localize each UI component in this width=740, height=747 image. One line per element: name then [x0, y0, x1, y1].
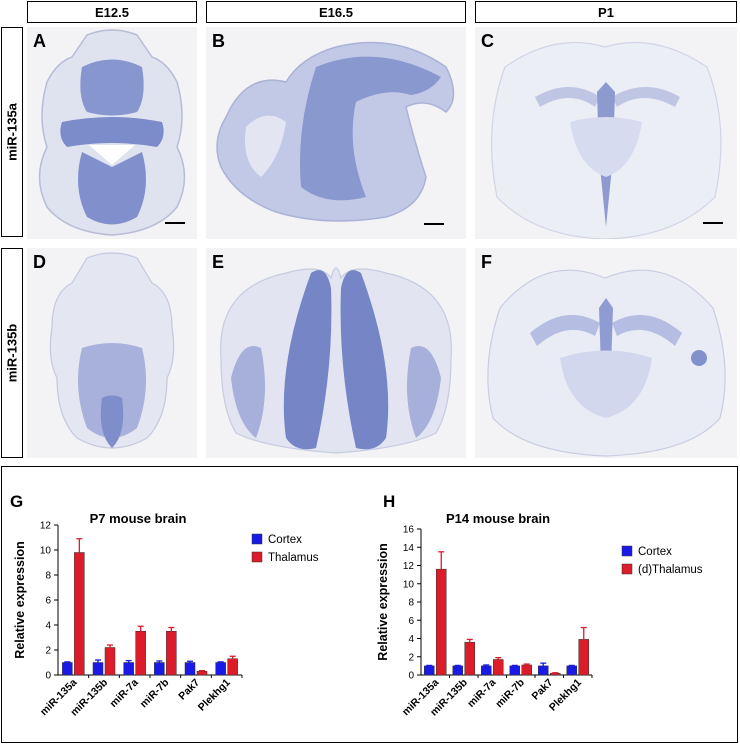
y-tick-label: 8	[408, 598, 414, 609]
panel-letter: C	[481, 31, 494, 51]
bar	[227, 658, 238, 676]
bar	[521, 664, 532, 676]
chart-title: P7 mouse brain	[90, 511, 187, 526]
y-tick-label: 10	[40, 546, 52, 557]
x-tick-label: miR-7a	[465, 677, 498, 710]
legend-label: (d)Thalamus	[638, 564, 703, 576]
bar	[62, 662, 73, 676]
brain-section-image	[216, 41, 455, 222]
brain-section-image	[490, 41, 722, 239]
column-header-label: E12.5	[95, 4, 129, 20]
brain-section-image	[49, 252, 175, 449]
column-header-label: P1	[598, 4, 614, 20]
bar	[196, 671, 208, 676]
x-tick-label: Plekhg1	[547, 677, 584, 714]
y-tick-label: 6	[45, 596, 51, 607]
scale-bar	[424, 223, 444, 225]
x-tick-label: Pak7	[530, 677, 556, 703]
bar-chart-p14: H P14 mouse brain Relative expression 0 2 4 6 8…	[370, 467, 737, 742]
panel-letter: B	[212, 31, 225, 51]
y-tick-label: 0	[408, 671, 414, 682]
y-tick-label: 4	[408, 634, 414, 645]
bar	[550, 672, 561, 676]
bar-chart-frame: G P7 mouse brain Relative expression 0 2 4 6 8 1…	[1, 466, 738, 743]
bar	[436, 568, 447, 676]
x-tick-label: Plekhg1	[196, 677, 233, 714]
micrograph-panel-e: E	[206, 248, 466, 458]
legend-swatch	[621, 563, 633, 575]
bar	[452, 665, 463, 676]
column-header-label: E16.5	[319, 4, 353, 20]
y-tick-label: 8	[45, 571, 51, 582]
panel-letter: D	[33, 252, 46, 272]
micrograph-panel-b: B	[206, 27, 466, 239]
y-tick-label: 2	[45, 646, 51, 657]
y-tick-label: 0	[45, 671, 51, 682]
bar	[154, 662, 165, 676]
bar	[538, 665, 549, 676]
panel-letter: G	[10, 492, 23, 511]
y-tick-label: 4	[45, 621, 51, 632]
bar	[481, 665, 492, 676]
y-axis-label: Relative expression	[13, 541, 27, 658]
y-tick-label: 12	[403, 561, 415, 572]
panel-letter: E	[212, 252, 225, 272]
bar	[493, 659, 504, 676]
bar	[123, 662, 134, 676]
bar	[509, 665, 520, 676]
bar	[464, 641, 475, 676]
legend-label: Cortex	[638, 546, 672, 558]
micrograph-panel-f: F	[475, 248, 737, 458]
bar	[74, 552, 85, 676]
micrograph-panel-a: A	[27, 27, 197, 239]
row-header-mir-135b: miR-135b	[1, 248, 23, 458]
bar-chart-p7: G P7 mouse brain Relative expression 0 2 4 6 8 1…	[2, 467, 370, 742]
legend-swatch	[621, 545, 633, 557]
row-header-mir-135a: miR-135a	[1, 27, 23, 237]
scale-bar	[165, 222, 185, 224]
row-header-label: miR-135b	[4, 323, 20, 383]
x-tick-label: miR-7a	[108, 677, 141, 710]
panel-letter: F	[481, 252, 492, 272]
column-header-e16-5: E16.5	[206, 1, 466, 23]
x-tick-label: Pak7	[176, 677, 202, 703]
y-tick-label: 6	[408, 616, 414, 627]
bar	[135, 631, 146, 676]
row-header-label: miR-135a	[4, 103, 20, 161]
bar	[578, 639, 589, 676]
bar	[166, 631, 177, 676]
panel-letter: H	[383, 492, 395, 511]
x-tick-label: miR-7b	[138, 677, 172, 711]
micrograph-panel-c: C	[475, 27, 737, 239]
bar	[566, 665, 577, 676]
bar	[424, 665, 435, 676]
legend-label: Thalamus	[268, 552, 319, 564]
brain-section-image	[487, 269, 726, 457]
column-header-e12-5: E12.5	[27, 1, 197, 23]
column-header-p1: P1	[475, 1, 737, 23]
y-tick-label: 10	[403, 579, 415, 590]
y-tick-label: 12	[40, 521, 52, 532]
micrograph-panel-d: D	[27, 248, 197, 458]
panel-letter: A	[33, 31, 46, 51]
bar	[104, 647, 116, 676]
legend-swatch	[251, 533, 263, 545]
bar	[215, 662, 226, 676]
bar	[92, 662, 104, 676]
legend-label: Cortex	[268, 534, 302, 546]
brain-section-image	[220, 267, 452, 454]
y-tick-label: 14	[403, 543, 415, 554]
y-tick-label: 16	[403, 525, 415, 536]
y-axis-label: Relative expression	[376, 543, 390, 660]
x-tick-label: miR-7b	[493, 677, 527, 711]
y-tick-label: 2	[408, 652, 414, 663]
bar	[184, 662, 196, 676]
chart-title: P14 mouse brain	[446, 511, 550, 526]
brain-section-image	[38, 29, 186, 236]
scale-bar	[703, 222, 723, 224]
legend-swatch	[251, 551, 263, 563]
